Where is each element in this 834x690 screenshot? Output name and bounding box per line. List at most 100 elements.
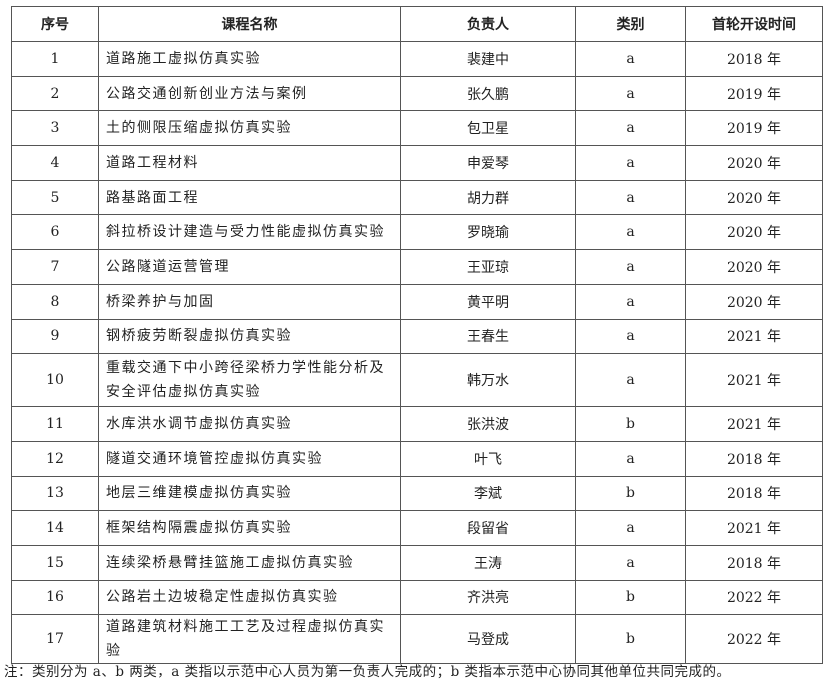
table-row: 16 公路岩土边坡稳定性虚拟仿真实验 齐洪亮 b 2022 年 bbox=[11, 579, 823, 616]
first-year: 2020 年 bbox=[685, 249, 823, 285]
table-row: 17 道路建筑材料施工工艺及过程虚拟仿真实验 马登成 b 2022 年 bbox=[11, 614, 823, 665]
course-table: 序号 课程名称 负责人 类别 首轮开设时间 1 道路施工虚拟仿真实验 裴建中 a 201… bbox=[11, 6, 823, 665]
course-name: 斜拉桥设计建造与受力性能虚拟仿真实验 bbox=[98, 214, 401, 251]
course-name: 路基路面工程 bbox=[98, 179, 401, 216]
table-row: 15 连续梁桥悬臂挂篮施工虚拟仿真实验 王涛 a 2018 年 bbox=[11, 544, 823, 581]
header-first-year: 首轮开设时间 bbox=[685, 6, 823, 42]
row-number: 9 bbox=[11, 318, 99, 355]
row-number: 11 bbox=[11, 406, 99, 442]
first-year: 2021 年 bbox=[685, 318, 823, 355]
course-name: 桥梁养护与加固 bbox=[98, 283, 401, 320]
lead-name: 王涛 bbox=[400, 544, 576, 581]
table-row: 9 钢桥疲劳断裂虚拟仿真实验 王春生 a 2021 年 bbox=[11, 318, 823, 355]
first-year: 2021 年 bbox=[685, 406, 823, 442]
row-number: 8 bbox=[11, 283, 99, 320]
category: a bbox=[575, 510, 686, 546]
category: a bbox=[575, 75, 686, 112]
course-name: 道路施工虚拟仿真实验 bbox=[98, 41, 401, 77]
course-name: 公路隧道运营管理 bbox=[98, 249, 401, 285]
row-number: 13 bbox=[11, 475, 99, 512]
first-year: 2018 年 bbox=[685, 41, 823, 77]
category: a bbox=[575, 544, 686, 581]
course-name: 道路工程材料 bbox=[98, 145, 401, 181]
table-row: 13 地层三维建模虚拟仿真实验 李斌 b 2018 年 bbox=[11, 475, 823, 512]
first-year: 2019 年 bbox=[685, 75, 823, 112]
lead-name: 叶飞 bbox=[400, 440, 576, 477]
lead-name: 黄平明 bbox=[400, 283, 576, 320]
table-row: 5 路基路面工程 胡力群 a 2020 年 bbox=[11, 179, 823, 216]
category: b bbox=[575, 475, 686, 512]
header-category: 类别 bbox=[575, 6, 686, 42]
row-number: 15 bbox=[11, 544, 99, 581]
footnote: 注：类别分为 a、b 两类，a 类指以示范中心人员为第一负责人完成的；b 类指本… bbox=[4, 664, 731, 680]
first-year: 2021 年 bbox=[685, 353, 823, 408]
table-row: 7 公路隧道运营管理 王亚琼 a 2020 年 bbox=[11, 249, 823, 285]
category: b bbox=[575, 614, 686, 665]
first-year: 2018 年 bbox=[685, 544, 823, 581]
first-year: 2022 年 bbox=[685, 614, 823, 665]
first-year: 2022 年 bbox=[685, 579, 823, 616]
table-row: 12 隧道交通环境管控虚拟仿真实验 叶飞 a 2018 年 bbox=[11, 440, 823, 477]
category: a bbox=[575, 283, 686, 320]
lead-name: 张久鹏 bbox=[400, 75, 576, 112]
row-number: 6 bbox=[11, 214, 99, 251]
course-name: 连续梁桥悬臂挂篮施工虚拟仿真实验 bbox=[98, 544, 401, 581]
table-row: 6 斜拉桥设计建造与受力性能虚拟仿真实验 罗晓瑜 a 2020 年 bbox=[11, 214, 823, 251]
category: a bbox=[575, 214, 686, 251]
row-number: 3 bbox=[11, 110, 99, 147]
lead-name: 申爱琴 bbox=[400, 145, 576, 181]
row-number: 2 bbox=[11, 75, 99, 112]
lead-name: 段留省 bbox=[400, 510, 576, 546]
table-row: 3 土的侧限压缩虚拟仿真实验 包卫星 a 2019 年 bbox=[11, 110, 823, 147]
course-name: 重载交通下中小跨径梁桥力学性能分析及安全评估虚拟仿真实验 bbox=[98, 353, 401, 408]
course-name: 框架结构隔震虚拟仿真实验 bbox=[98, 510, 401, 546]
first-year: 2018 年 bbox=[685, 475, 823, 512]
lead-name: 马登成 bbox=[400, 614, 576, 665]
table-row: 14 框架结构隔震虚拟仿真实验 段留省 a 2021 年 bbox=[11, 510, 823, 546]
course-name: 水库洪水调节虚拟仿真实验 bbox=[98, 406, 401, 442]
course-name: 地层三维建模虚拟仿真实验 bbox=[98, 475, 401, 512]
course-name: 公路交通创新创业方法与案例 bbox=[98, 75, 401, 112]
row-number: 5 bbox=[11, 179, 99, 216]
table-row: 8 桥梁养护与加固 黄平明 a 2020 年 bbox=[11, 283, 823, 320]
category: a bbox=[575, 41, 686, 77]
category: a bbox=[575, 353, 686, 408]
header-lead: 负责人 bbox=[400, 6, 576, 42]
category: a bbox=[575, 249, 686, 285]
first-year: 2020 年 bbox=[685, 145, 823, 181]
first-year: 2020 年 bbox=[685, 179, 823, 216]
lead-name: 包卫星 bbox=[400, 110, 576, 147]
lead-name: 裴建中 bbox=[400, 41, 576, 77]
row-number: 12 bbox=[11, 440, 99, 477]
category: b bbox=[575, 579, 686, 616]
lead-name: 罗晓瑜 bbox=[400, 214, 576, 251]
row-number: 10 bbox=[11, 353, 99, 408]
lead-name: 张洪波 bbox=[400, 406, 576, 442]
first-year: 2020 年 bbox=[685, 283, 823, 320]
category: a bbox=[575, 145, 686, 181]
first-year: 2021 年 bbox=[685, 510, 823, 546]
row-number: 4 bbox=[11, 145, 99, 181]
category: a bbox=[575, 110, 686, 147]
table-row: 10 重载交通下中小跨径梁桥力学性能分析及安全评估虚拟仿真实验 韩万水 a 2021 年 bbox=[11, 353, 823, 408]
course-name: 钢桥疲劳断裂虚拟仿真实验 bbox=[98, 318, 401, 355]
category: b bbox=[575, 406, 686, 442]
category: a bbox=[575, 318, 686, 355]
header-no: 序号 bbox=[11, 6, 99, 42]
table-header-row: 序号 课程名称 负责人 类别 首轮开设时间 bbox=[11, 6, 823, 42]
lead-name: 韩万水 bbox=[400, 353, 576, 408]
lead-name: 胡力群 bbox=[400, 179, 576, 216]
first-year: 2019 年 bbox=[685, 110, 823, 147]
table-row: 2 公路交通创新创业方法与案例 张久鹏 a 2019 年 bbox=[11, 75, 823, 112]
course-name: 土的侧限压缩虚拟仿真实验 bbox=[98, 110, 401, 147]
lead-name: 李斌 bbox=[400, 475, 576, 512]
lead-name: 王春生 bbox=[400, 318, 576, 355]
lead-name: 王亚琼 bbox=[400, 249, 576, 285]
table-row: 1 道路施工虚拟仿真实验 裴建中 a 2018 年 bbox=[11, 41, 823, 77]
row-number: 14 bbox=[11, 510, 99, 546]
lead-name: 齐洪亮 bbox=[400, 579, 576, 616]
first-year: 2018 年 bbox=[685, 440, 823, 477]
row-number: 17 bbox=[11, 614, 99, 665]
first-year: 2020 年 bbox=[685, 214, 823, 251]
row-number: 16 bbox=[11, 579, 99, 616]
